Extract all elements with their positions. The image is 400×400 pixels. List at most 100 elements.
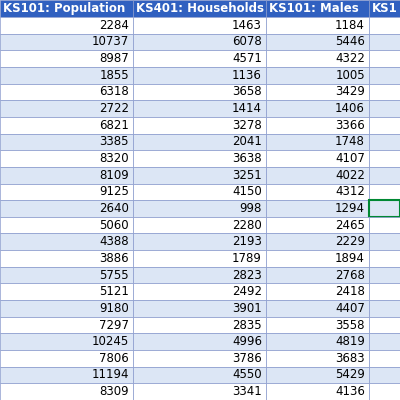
Text: 4407: 4407 <box>335 302 365 315</box>
Text: 1414: 1414 <box>232 102 262 115</box>
Bar <box>133 17 266 34</box>
Bar <box>133 0 266 17</box>
Text: 4550: 4550 <box>232 368 262 382</box>
Text: 1463: 1463 <box>232 19 262 32</box>
Bar <box>266 250 369 267</box>
Bar <box>133 250 266 267</box>
Text: 3683: 3683 <box>335 352 365 365</box>
Bar <box>133 167 266 184</box>
Text: 1184: 1184 <box>335 19 365 32</box>
Bar <box>266 17 369 34</box>
Text: 3786: 3786 <box>232 352 262 365</box>
Bar <box>369 350 400 367</box>
Text: 4312: 4312 <box>335 185 365 198</box>
Text: KS101: Males: KS101: Males <box>269 2 359 15</box>
Bar <box>266 150 369 167</box>
Text: 2768: 2768 <box>335 268 365 282</box>
Text: KS1: KS1 <box>372 2 398 15</box>
Bar <box>369 134 400 150</box>
Text: 4571: 4571 <box>232 52 262 65</box>
Text: 2418: 2418 <box>335 285 365 298</box>
Bar <box>369 67 400 84</box>
Bar <box>369 17 400 34</box>
Bar <box>369 267 400 283</box>
Bar <box>133 333 266 350</box>
Bar <box>133 84 266 100</box>
Bar <box>0 50 133 67</box>
Bar <box>266 300 369 317</box>
Bar <box>266 333 369 350</box>
Bar <box>0 234 133 250</box>
Bar <box>369 0 400 17</box>
Bar <box>0 0 133 17</box>
Bar <box>0 267 133 283</box>
Bar <box>0 84 133 100</box>
Bar <box>266 84 369 100</box>
Text: 3278: 3278 <box>232 119 262 132</box>
Text: 2284: 2284 <box>99 19 129 32</box>
Text: 2229: 2229 <box>335 235 365 248</box>
Bar <box>0 17 133 34</box>
Bar <box>266 283 369 300</box>
Text: 3366: 3366 <box>335 119 365 132</box>
Bar <box>0 250 133 267</box>
Text: 3429: 3429 <box>335 86 365 98</box>
Text: 4819: 4819 <box>335 335 365 348</box>
Bar <box>266 317 369 333</box>
Bar <box>133 283 266 300</box>
Text: 2193: 2193 <box>232 235 262 248</box>
Bar <box>266 200 369 217</box>
Bar <box>369 200 400 217</box>
Bar <box>133 117 266 134</box>
Text: 7297: 7297 <box>99 318 129 332</box>
Text: 3658: 3658 <box>232 86 262 98</box>
Text: 3558: 3558 <box>336 318 365 332</box>
Bar <box>133 50 266 67</box>
Bar <box>369 234 400 250</box>
Text: 8987: 8987 <box>99 52 129 65</box>
Text: 8109: 8109 <box>99 169 129 182</box>
Bar <box>0 350 133 367</box>
Text: 7806: 7806 <box>99 352 129 365</box>
Bar <box>0 317 133 333</box>
Text: 3341: 3341 <box>232 385 262 398</box>
Bar <box>133 200 266 217</box>
Bar <box>266 217 369 234</box>
Bar <box>133 184 266 200</box>
Text: 3251: 3251 <box>232 169 262 182</box>
Bar <box>133 267 266 283</box>
Text: 1136: 1136 <box>232 69 262 82</box>
Bar <box>369 50 400 67</box>
Bar <box>369 150 400 167</box>
Bar <box>133 150 266 167</box>
Text: 6318: 6318 <box>99 86 129 98</box>
Bar <box>0 34 133 50</box>
Bar <box>369 383 400 400</box>
Text: 1894: 1894 <box>335 252 365 265</box>
Bar <box>0 134 133 150</box>
Bar <box>266 234 369 250</box>
Text: 2041: 2041 <box>232 135 262 148</box>
Bar <box>266 34 369 50</box>
Text: 2280: 2280 <box>232 219 262 232</box>
Text: 2835: 2835 <box>232 318 262 332</box>
Text: 2640: 2640 <box>99 202 129 215</box>
Text: 1294: 1294 <box>335 202 365 215</box>
Bar <box>369 367 400 383</box>
Text: 8320: 8320 <box>99 152 129 165</box>
Text: 4996: 4996 <box>232 335 262 348</box>
Bar <box>133 367 266 383</box>
Text: 2465: 2465 <box>335 219 365 232</box>
Text: 11194: 11194 <box>92 368 129 382</box>
Bar <box>133 383 266 400</box>
Bar <box>0 200 133 217</box>
Bar <box>369 283 400 300</box>
Bar <box>0 217 133 234</box>
Text: 4322: 4322 <box>335 52 365 65</box>
Bar <box>266 117 369 134</box>
Bar <box>133 300 266 317</box>
Text: 5060: 5060 <box>99 219 129 232</box>
Text: 4022: 4022 <box>335 169 365 182</box>
Text: 10245: 10245 <box>92 335 129 348</box>
Text: 4107: 4107 <box>335 152 365 165</box>
